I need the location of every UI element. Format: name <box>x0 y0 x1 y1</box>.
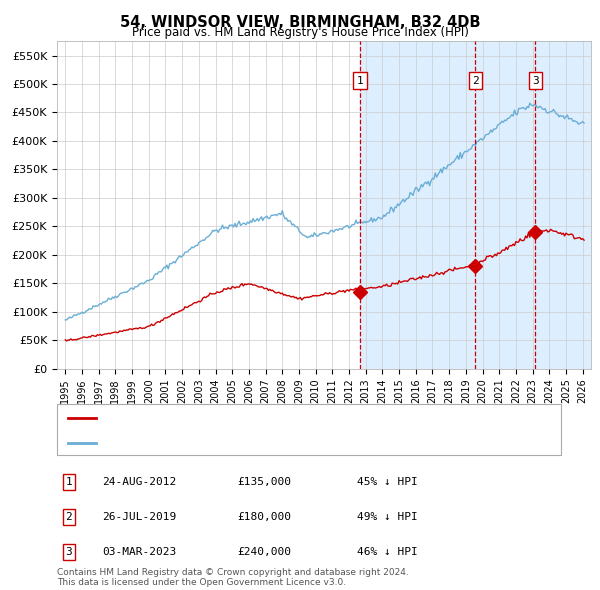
Text: 26-JUL-2019: 26-JUL-2019 <box>102 512 176 522</box>
Text: 49% ↓ HPI: 49% ↓ HPI <box>357 512 418 522</box>
Text: 54, WINDSOR VIEW, BIRMINGHAM, B32 4DB: 54, WINDSOR VIEW, BIRMINGHAM, B32 4DB <box>120 15 480 30</box>
Text: 03-MAR-2023: 03-MAR-2023 <box>102 547 176 556</box>
Text: £180,000: £180,000 <box>237 512 291 522</box>
Text: Price paid vs. HM Land Registry's House Price Index (HPI): Price paid vs. HM Land Registry's House … <box>131 26 469 39</box>
Text: 45% ↓ HPI: 45% ↓ HPI <box>357 477 418 487</box>
Text: 2: 2 <box>472 76 479 86</box>
Text: 1: 1 <box>356 76 363 86</box>
Text: 54, WINDSOR VIEW, BIRMINGHAM, B32 4DB (detached house): 54, WINDSOR VIEW, BIRMINGHAM, B32 4DB (d… <box>100 413 440 423</box>
Text: 46% ↓ HPI: 46% ↓ HPI <box>357 547 418 556</box>
Text: Contains HM Land Registry data © Crown copyright and database right 2024.: Contains HM Land Registry data © Crown c… <box>57 568 409 577</box>
Text: HPI: Average price, detached house, Birmingham: HPI: Average price, detached house, Birm… <box>100 438 369 447</box>
Text: This data is licensed under the Open Government Licence v3.0.: This data is licensed under the Open Gov… <box>57 578 346 587</box>
Text: 3: 3 <box>532 76 539 86</box>
Text: £240,000: £240,000 <box>237 547 291 556</box>
Text: 1: 1 <box>65 477 73 487</box>
Text: 2: 2 <box>65 512 73 522</box>
Text: 3: 3 <box>65 547 73 556</box>
Text: £135,000: £135,000 <box>237 477 291 487</box>
Bar <box>535 41 591 369</box>
Text: 24-AUG-2012: 24-AUG-2012 <box>102 477 176 487</box>
Bar <box>360 41 591 369</box>
